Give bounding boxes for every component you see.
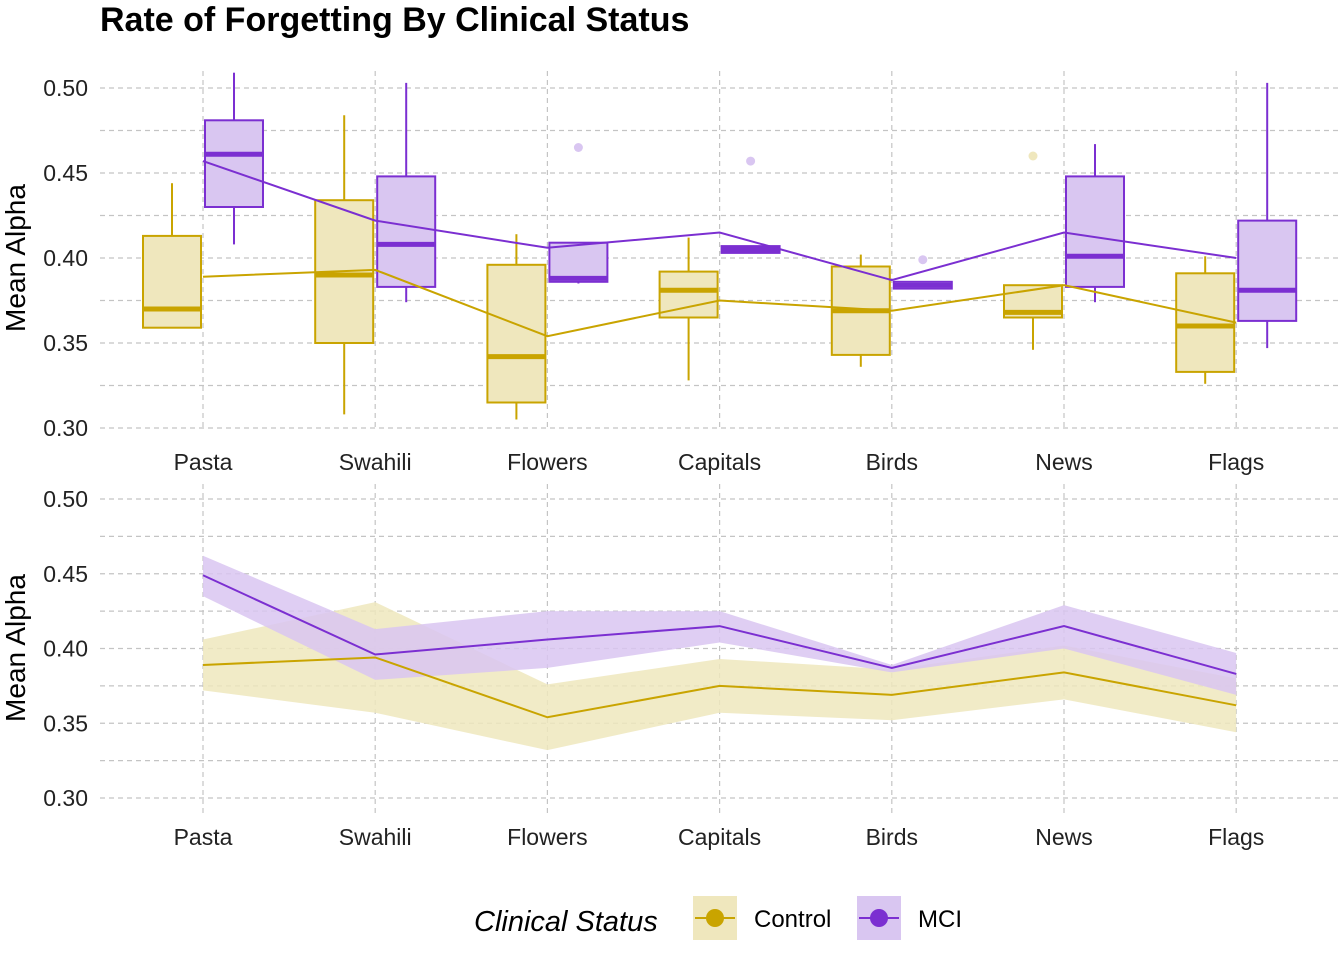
- box-body: [142, 234, 202, 329]
- series-line: [202, 574, 1237, 675]
- x-tick-label: Flowers: [507, 449, 588, 475]
- box-body: [1065, 175, 1125, 288]
- box-body: [1175, 272, 1236, 373]
- outlier-point: [1028, 151, 1038, 161]
- box-body: [658, 270, 719, 319]
- y-tick-label: 0.45: [43, 561, 88, 587]
- y-tick-label: 0.30: [43, 785, 88, 811]
- outlier-point: [573, 143, 583, 152]
- ribbon-panel: 0.30 0.35 0.40 0.45 0.50 Pasta Swahili Flowers C…: [0, 484, 1338, 850]
- y-axis-label: Mean Alpha: [0, 184, 31, 332]
- y-tick-label: 0.35: [43, 710, 88, 736]
- mean-line: [202, 160, 1237, 282]
- y-tick-label: 0.50: [43, 75, 88, 101]
- y-axis-label: Mean Alpha: [0, 574, 31, 722]
- x-tick-label: Flags: [1208, 449, 1264, 475]
- box-body: [1237, 219, 1298, 322]
- y-tick-label: 0.30: [43, 415, 88, 441]
- legend-label: Control: [754, 906, 831, 933]
- x-tick-label: News: [1035, 824, 1093, 850]
- legend-dot: [706, 909, 724, 927]
- outlier-point: [746, 156, 756, 166]
- x-tick-label: News: [1035, 449, 1093, 475]
- chart-title: Rate of Forgetting By Clinical Status: [100, 1, 689, 39]
- x-tick-label: Swahili: [339, 449, 412, 475]
- outlier-point: [918, 255, 928, 265]
- ribbon-band: [203, 602, 1237, 751]
- y-tick-label: 0.45: [43, 160, 88, 186]
- legend-label: MCI: [918, 906, 962, 933]
- boxplot-panel: 0.30 0.35 0.40 0.45 0.50 Pasta Swahili Flowers C…: [0, 71, 1338, 475]
- y-tick-label: 0.50: [43, 486, 88, 512]
- legend-title: Clinical Status: [474, 906, 658, 938]
- y-tick-label: 0.35: [43, 330, 88, 356]
- legend: Clinical Status Control MCI: [474, 896, 962, 940]
- box-body: [376, 175, 437, 288]
- x-tick-label: Pasta: [174, 449, 233, 475]
- legend-items: Control MCI: [693, 896, 962, 940]
- x-tick-label: Capitals: [678, 449, 761, 475]
- x-tick-label: Flags: [1208, 824, 1264, 850]
- legend-dot: [870, 909, 888, 927]
- x-tick-label: Birds: [866, 449, 918, 475]
- box-body: [204, 119, 264, 208]
- box-body: [548, 241, 609, 283]
- y-tick-label: 0.40: [43, 636, 88, 662]
- x-tick-label: Swahili: [339, 824, 412, 850]
- x-tick-label: Pasta: [174, 824, 233, 850]
- mean-line: [202, 268, 1237, 338]
- series-line: [202, 656, 1237, 719]
- x-tick-label: Birds: [866, 824, 918, 850]
- box-body: [486, 263, 547, 404]
- y-tick-label: 0.40: [43, 245, 88, 271]
- x-tick-label: Flowers: [507, 824, 588, 850]
- x-tick-label: Capitals: [678, 824, 761, 850]
